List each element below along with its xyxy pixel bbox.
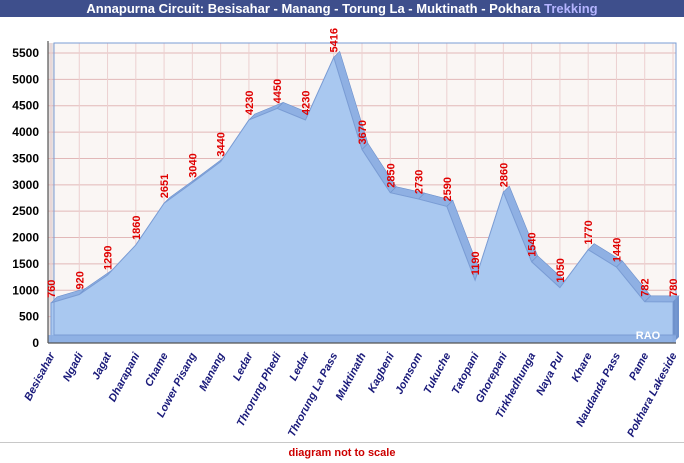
- axes: [47, 41, 676, 344]
- x-tick-label: Tukuche: [422, 351, 454, 396]
- x-tick-label: Ledar: [231, 350, 256, 383]
- data-label: 2590: [442, 177, 454, 201]
- x-tick-label: Manang: [197, 351, 227, 394]
- y-tick-label: 1500: [12, 257, 39, 271]
- data-label: 4450: [272, 79, 284, 103]
- x-tick-label: Tatopani: [450, 350, 482, 397]
- x-tick-label: Ngadi: [61, 350, 86, 383]
- data-label: 1540: [527, 232, 539, 256]
- chart-title: Annapurna Circuit: Besisahar - Manang - …: [0, 0, 684, 17]
- footer-note: diagram not to scale: [0, 442, 684, 463]
- title-main: Annapurna Circuit: Besisahar - Manang - …: [86, 1, 541, 16]
- data-label: 1860: [131, 215, 143, 239]
- y-tick-label: 4000: [12, 125, 39, 139]
- y-tick-label: 3500: [12, 151, 39, 165]
- data-label: 5416: [329, 28, 341, 52]
- y-axis-tick-labels: 0 500 1000 1500 2000 2500 3000 3500 4000 4500 5000…: [12, 46, 39, 350]
- data-label: 3440: [216, 132, 228, 156]
- data-label: 1290: [103, 245, 115, 269]
- title-accent: Trekking: [544, 1, 598, 16]
- data-label: 780: [668, 279, 680, 297]
- data-label: 1050: [555, 258, 567, 282]
- x-tick-label: Jomsom: [393, 351, 425, 397]
- data-label: 2860: [498, 163, 510, 187]
- data-label: 2730: [414, 170, 426, 194]
- y-tick-label: 4500: [12, 99, 39, 113]
- data-label: 2651: [159, 174, 171, 198]
- area-front: [50, 56, 674, 344]
- x-tick-label: Naya Pul: [534, 350, 567, 397]
- x-tick-label: Kagbeni: [366, 350, 397, 395]
- data-label: 3670: [357, 120, 369, 144]
- x-tick-label: Ledar: [287, 350, 312, 383]
- elevation-area: [48, 42, 680, 344]
- y-tick-label: 3000: [12, 178, 39, 192]
- y-tick-label: 5000: [12, 72, 39, 86]
- data-label: 782: [640, 278, 652, 296]
- x-tick-label: Pame: [627, 351, 651, 383]
- y-tick-label: 5500: [12, 46, 39, 60]
- data-label: 4230: [244, 90, 256, 114]
- area-floor: [48, 335, 676, 343]
- data-label: 4230: [300, 90, 312, 114]
- x-tick-label: Besisahar: [22, 350, 58, 403]
- watermark: RAO: [636, 330, 661, 342]
- data-label: 3040: [187, 153, 199, 177]
- x-tick-label: Khare: [570, 351, 595, 384]
- y-tick-label: 2000: [12, 231, 39, 245]
- y-tick-label: 2500: [12, 204, 39, 218]
- x-tick-label: Jagat: [90, 350, 115, 382]
- data-labels: 760 920 1290 1860 2651 3040 3440 4230 4450 4230 54…: [46, 28, 680, 298]
- data-label: 920: [74, 271, 86, 289]
- y-tick-label: 1000: [12, 283, 39, 297]
- data-label: 1440: [611, 238, 623, 262]
- data-label: 1770: [583, 220, 595, 244]
- elevation-chart: 0 500 1000 1500 2000 2500 3000 3500 4000 4500 5000…: [12, 28, 680, 439]
- data-label: 760: [46, 280, 58, 298]
- data-label: 2850: [385, 163, 397, 187]
- x-tick-label: Chame: [143, 351, 171, 389]
- y-tick-label: 500: [19, 310, 39, 324]
- plot-frame: [53, 42, 677, 336]
- y-tick-label: 0: [32, 336, 39, 350]
- data-label: 1190: [470, 251, 482, 275]
